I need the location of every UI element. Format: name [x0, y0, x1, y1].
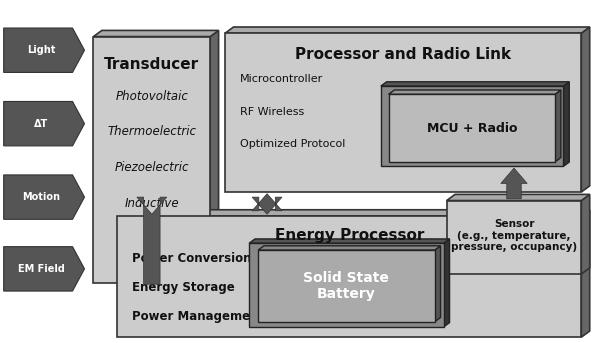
Polygon shape [581, 210, 590, 337]
Text: EM Field: EM Field [17, 264, 65, 274]
Text: RF Wireless: RF Wireless [240, 107, 304, 117]
Polygon shape [252, 194, 282, 214]
Text: Piezoelectric: Piezoelectric [115, 161, 189, 174]
Text: Photovoltaic: Photovoltaic [115, 90, 188, 103]
Bar [249, 243, 443, 327]
Polygon shape [4, 247, 85, 291]
Polygon shape [258, 246, 440, 250]
Polygon shape [94, 31, 218, 37]
Text: Microcontroller: Microcontroller [240, 74, 323, 84]
Text: RF: RF [145, 233, 159, 246]
Polygon shape [581, 194, 590, 274]
Polygon shape [118, 210, 590, 216]
Polygon shape [555, 90, 561, 162]
Text: Solid State
Battery: Solid State Battery [304, 271, 389, 301]
Polygon shape [443, 239, 449, 327]
Polygon shape [225, 27, 590, 33]
Text: Power Conversion: Power Conversion [133, 252, 252, 265]
Polygon shape [446, 194, 590, 201]
Polygon shape [4, 102, 85, 146]
Text: MCU + Radio: MCU + Radio [427, 122, 517, 134]
Text: Thermoelectric: Thermoelectric [107, 126, 196, 138]
Polygon shape [4, 28, 85, 72]
Polygon shape [581, 27, 590, 192]
Bar [94, 37, 210, 283]
Text: Energy Storage: Energy Storage [133, 281, 235, 294]
Text: ΔT: ΔT [34, 119, 48, 129]
Text: Energy Processor: Energy Processor [275, 228, 424, 243]
Text: Power Management: Power Management [133, 310, 265, 323]
Bar [389, 94, 555, 162]
Text: Light: Light [27, 45, 55, 55]
Polygon shape [4, 175, 85, 219]
Polygon shape [210, 31, 218, 283]
Polygon shape [389, 90, 561, 94]
Text: Processor and Radio Link: Processor and Radio Link [295, 47, 511, 62]
Text: Sensor
(e.g., temperature,
pressure, occupancy): Sensor (e.g., temperature, pressure, occ… [451, 219, 577, 252]
Polygon shape [434, 246, 440, 322]
Text: Transducer: Transducer [104, 57, 199, 72]
Polygon shape [249, 239, 449, 243]
Bar [225, 33, 581, 192]
Bar [118, 216, 581, 337]
Polygon shape [137, 197, 167, 284]
Polygon shape [381, 82, 569, 86]
Polygon shape [563, 82, 569, 166]
Text: Motion: Motion [22, 192, 60, 202]
Bar [258, 250, 434, 322]
Bar [381, 86, 563, 166]
Polygon shape [501, 168, 527, 199]
Text: Optimized Protocol: Optimized Protocol [240, 139, 346, 149]
Text: Inductive: Inductive [125, 197, 179, 210]
Bar [446, 201, 581, 274]
